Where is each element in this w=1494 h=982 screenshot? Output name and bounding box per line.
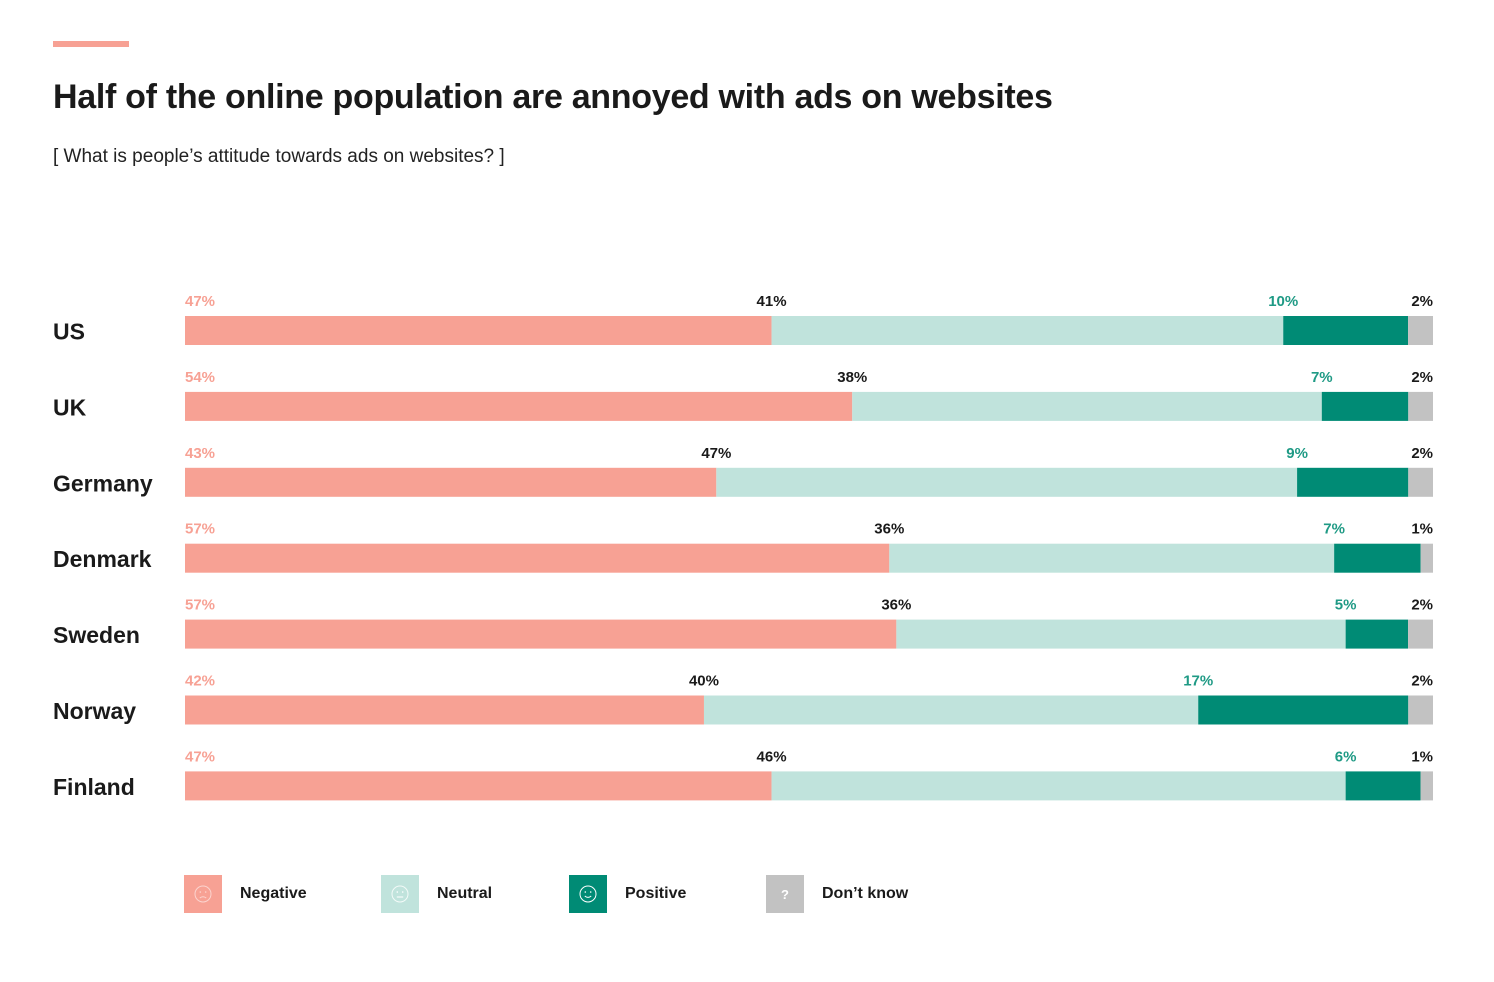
value-label-sweden-neutral: 36% bbox=[881, 597, 911, 614]
legend-label-positive: Positive bbox=[625, 885, 687, 902]
frown-face-icon-glyph bbox=[194, 885, 212, 903]
bar-germany-negative bbox=[185, 467, 717, 497]
bar-sweden-neutral bbox=[896, 619, 1346, 649]
value-label-uk-positive: 7% bbox=[1311, 369, 1333, 386]
frown-face-icon bbox=[184, 875, 222, 913]
bar-us-neutral bbox=[771, 316, 1284, 345]
bar-norway-negative bbox=[185, 695, 704, 725]
category-label-denmark: Denmark bbox=[53, 546, 152, 572]
legend-item-neutral: Neutral bbox=[381, 874, 492, 914]
value-label-sweden-positive: 5% bbox=[1335, 597, 1357, 614]
bar-sweden-positive bbox=[1345, 619, 1409, 649]
legend-label-negative: Negative bbox=[240, 885, 307, 902]
value-label-uk-neutral: 38% bbox=[837, 369, 867, 386]
bar-uk-dont-know bbox=[1408, 391, 1433, 421]
bar-germany-neutral bbox=[716, 467, 1298, 497]
category-label-sweden: Sweden bbox=[53, 622, 140, 648]
bar-row-uk: UK 54% 38% 7% 2% bbox=[53, 369, 1433, 421]
bar-finland-positive bbox=[1345, 771, 1421, 801]
bar-us-positive bbox=[1283, 316, 1409, 345]
value-label-denmark-neutral: 36% bbox=[874, 521, 904, 538]
bar-finland-negative bbox=[185, 771, 772, 801]
bar-row-norway: Norway 42% 40% 17% 2% bbox=[53, 673, 1433, 725]
bar-norway-positive bbox=[1198, 695, 1409, 725]
value-label-germany-negative: 43% bbox=[185, 445, 215, 462]
bar-row-sweden: Sweden 57% 36% 5% 2% bbox=[53, 597, 1433, 649]
neutral-face-icon-glyph bbox=[391, 885, 409, 903]
bar-norway-dont-know bbox=[1408, 695, 1433, 725]
value-label-sweden-dont-know: 2% bbox=[1411, 597, 1433, 614]
value-label-denmark-dont-know: 1% bbox=[1411, 521, 1433, 538]
value-label-finland-dont-know: 1% bbox=[1411, 748, 1433, 765]
value-label-germany-neutral: 47% bbox=[701, 445, 731, 462]
legend-label-neutral: Neutral bbox=[437, 885, 493, 902]
bar-germany-dont-know bbox=[1408, 467, 1433, 497]
value-label-finland-neutral: 46% bbox=[757, 748, 787, 765]
value-label-us-negative: 47% bbox=[185, 293, 215, 310]
chart-title: Half of the online population are annoye… bbox=[53, 78, 1053, 116]
value-label-norway-negative: 42% bbox=[185, 673, 215, 690]
legend-item-dont-know: ? Don’t know bbox=[766, 874, 908, 914]
legend-item-positive: Positive bbox=[569, 874, 686, 914]
value-label-germany-dont-know: 2% bbox=[1411, 445, 1433, 462]
bar-us-negative bbox=[185, 316, 772, 345]
bar-uk-neutral bbox=[852, 391, 1322, 421]
category-label-us: US bbox=[53, 319, 85, 345]
bar-denmark-positive bbox=[1334, 543, 1421, 573]
chart-subtitle: [ What is people’s attitude towards ads … bbox=[53, 146, 505, 167]
bar-germany-positive bbox=[1297, 467, 1409, 497]
bar-sweden-negative bbox=[185, 619, 897, 649]
legend-item-negative: Negative bbox=[184, 874, 307, 914]
value-label-denmark-negative: 57% bbox=[185, 521, 215, 538]
value-label-norway-dont-know: 2% bbox=[1411, 673, 1433, 690]
value-label-uk-negative: 54% bbox=[185, 369, 215, 386]
smile-face-icon bbox=[569, 875, 607, 913]
bar-row-us: US 47% 41% 10% 2% bbox=[53, 293, 1433, 345]
bar-row-germany: Germany 43% 47% 9% 2% bbox=[53, 445, 1433, 497]
legend-label-dont-know: Don’t know bbox=[822, 885, 909, 902]
bar-denmark-neutral bbox=[889, 543, 1335, 573]
question-mark-icon: ? bbox=[766, 875, 804, 913]
bar-uk-positive bbox=[1321, 391, 1409, 421]
value-label-uk-dont-know: 2% bbox=[1411, 369, 1433, 386]
bar-finland-neutral bbox=[771, 771, 1346, 801]
value-label-finland-positive: 6% bbox=[1335, 748, 1357, 765]
category-label-germany: Germany bbox=[53, 470, 153, 496]
bar-norway-neutral bbox=[703, 695, 1199, 725]
value-label-norway-neutral: 40% bbox=[689, 673, 719, 690]
value-label-us-positive: 10% bbox=[1268, 293, 1298, 310]
value-label-norway-positive: 17% bbox=[1183, 673, 1213, 690]
bar-finland-dont-know bbox=[1420, 771, 1433, 801]
value-label-us-neutral: 41% bbox=[757, 293, 787, 310]
category-label-finland: Finland bbox=[53, 774, 135, 800]
smile-face-icon-glyph bbox=[579, 885, 597, 903]
value-label-finland-negative: 47% bbox=[185, 748, 215, 765]
bar-uk-negative bbox=[185, 391, 853, 421]
category-label-uk: UK bbox=[53, 394, 87, 420]
bar-denmark-dont-know bbox=[1420, 543, 1433, 573]
value-label-denmark-positive: 7% bbox=[1323, 521, 1345, 538]
bar-sweden-dont-know bbox=[1408, 619, 1433, 649]
category-label-norway: Norway bbox=[53, 698, 136, 724]
accent-rule bbox=[53, 41, 129, 47]
value-label-us-dont-know: 2% bbox=[1411, 293, 1433, 310]
bar-us-dont-know bbox=[1408, 316, 1433, 345]
value-label-germany-positive: 9% bbox=[1286, 445, 1308, 462]
bar-row-denmark: Denmark 57% 36% 7% 1% bbox=[53, 521, 1433, 573]
neutral-face-icon bbox=[381, 875, 419, 913]
value-label-sweden-negative: 57% bbox=[185, 597, 215, 614]
bar-row-finland: Finland 47% 46% 6% 1% bbox=[53, 748, 1433, 801]
bar-denmark-negative bbox=[185, 543, 890, 573]
